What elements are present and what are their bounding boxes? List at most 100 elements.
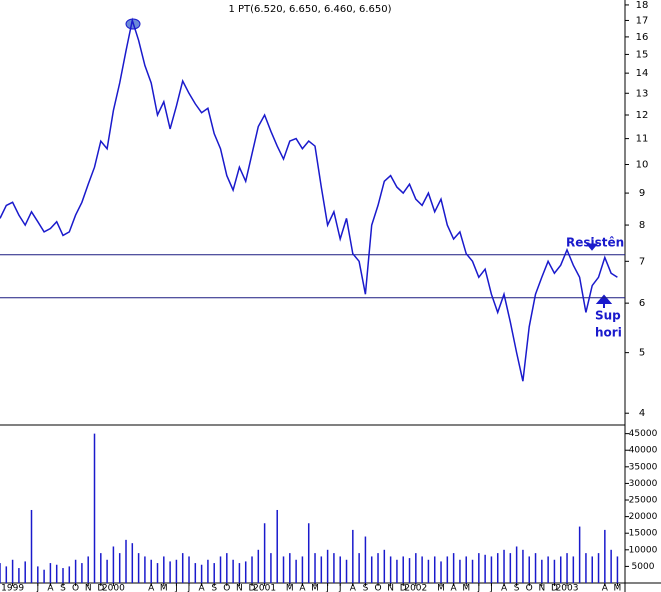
y-tick-label: 5000 [632, 562, 655, 572]
volume-bar [553, 559, 556, 583]
volume-bar [421, 556, 423, 583]
x-tick-label: 1999 [1, 584, 24, 592]
volume-bar [257, 549, 260, 583]
x-tick-label: J [338, 584, 342, 592]
y-tick-label: 5 [639, 348, 645, 359]
volume-bar [320, 556, 323, 583]
volume-bar [452, 553, 455, 583]
x-tick-label: M [160, 584, 168, 592]
x-tick-label: S [211, 584, 217, 592]
volume-bar [24, 561, 26, 583]
volume-bar [616, 556, 619, 583]
volume-bar [566, 553, 568, 583]
arrow-up [595, 294, 613, 308]
volume-bar [459, 559, 461, 583]
volume-bar [87, 556, 89, 583]
y-tick-label: 6 [639, 298, 645, 309]
x-tick-label: M [286, 584, 294, 592]
x-tick-label: N [236, 584, 243, 592]
volume-bar [118, 553, 121, 583]
x-tick-label: J [489, 584, 493, 592]
x-tick-label: O [223, 584, 230, 592]
volume-bar [396, 559, 398, 583]
volume-bar [610, 549, 612, 583]
x-tick-label: A [602, 584, 609, 592]
volume-bar [5, 566, 8, 583]
volume-bar [383, 549, 386, 583]
volume-bar [572, 556, 575, 583]
volume-bar [11, 559, 14, 583]
volume-bar [585, 553, 587, 583]
volume-bar [270, 553, 272, 583]
volume-bar [175, 559, 178, 583]
volume-bar [188, 556, 190, 583]
volume-bar [238, 563, 241, 583]
volume-bar [522, 549, 524, 583]
volume-bar [232, 559, 234, 583]
annotation: Sup [595, 309, 621, 323]
x-tick-label: A [350, 584, 357, 592]
volume-bar [213, 563, 215, 583]
volume-bar [377, 553, 379, 583]
volume-bar [559, 556, 562, 583]
volume-bar [244, 561, 247, 583]
volume-bar [578, 526, 581, 583]
x-tick-label: D [400, 584, 407, 592]
y-tick-label: 15000 [629, 529, 658, 539]
y-tick-label: 13 [636, 88, 649, 99]
price-line [0, 17, 618, 382]
x-tick-label: J [187, 584, 191, 592]
volume-bar [496, 553, 499, 583]
x-tick-label: N [538, 584, 545, 592]
x-tick-label: M [437, 584, 445, 592]
y-tick-label: 7 [639, 256, 645, 267]
volume-bar [408, 558, 411, 583]
volume-bar [263, 523, 266, 583]
chart-title: 1 PT(6.520, 6.650, 6.460, 6.650) [228, 4, 391, 15]
y-tick-label: 25000 [629, 496, 658, 506]
y-tick-label: 30000 [629, 479, 658, 489]
volume-bar [106, 559, 108, 583]
x-tick-label: 2002 [404, 584, 427, 592]
volume-bar [219, 556, 222, 583]
volume-bar [333, 553, 335, 583]
x-tick-label: M [614, 584, 622, 592]
volume-bar [352, 529, 354, 583]
x-tick-label: N [85, 584, 92, 592]
volume-bar [478, 553, 480, 583]
volume-bar [93, 433, 96, 583]
volume-bar [150, 559, 152, 583]
x-tick-label: J [174, 584, 178, 592]
x-tick-label: A [451, 584, 458, 592]
volume-bar [364, 536, 367, 583]
y-tick-label: 10000 [629, 545, 658, 555]
y-tick-label: 20000 [629, 512, 658, 522]
volume-bar [440, 561, 442, 583]
volume-bar [131, 543, 134, 583]
volume-bar [528, 556, 530, 583]
volume-bar [30, 509, 33, 583]
x-tick-label: O [374, 584, 381, 592]
volume-bar [427, 559, 430, 583]
x-tick-label: J [35, 584, 39, 592]
y-tick-label: 16 [636, 32, 649, 43]
y-tick-label: 15 [636, 49, 649, 60]
annotation: hori [595, 326, 622, 340]
volume-bar [289, 553, 291, 583]
x-tick-label: S [363, 584, 369, 592]
volume-bar [100, 553, 102, 583]
volume-bar [358, 553, 360, 583]
volume-bar [534, 553, 537, 583]
x-tick-label: M [311, 584, 319, 592]
volume-bar [200, 564, 203, 583]
x-tick-label: N [387, 584, 394, 592]
volume-bar [503, 549, 505, 583]
volume-bar [43, 569, 45, 583]
volume-bar [345, 559, 348, 583]
y-tick-label: 10 [636, 159, 649, 170]
volume-bar [591, 556, 593, 583]
x-tick-label: D [97, 584, 104, 592]
volume-bar [163, 556, 165, 583]
y-tick-label: 18 [636, 0, 649, 11]
